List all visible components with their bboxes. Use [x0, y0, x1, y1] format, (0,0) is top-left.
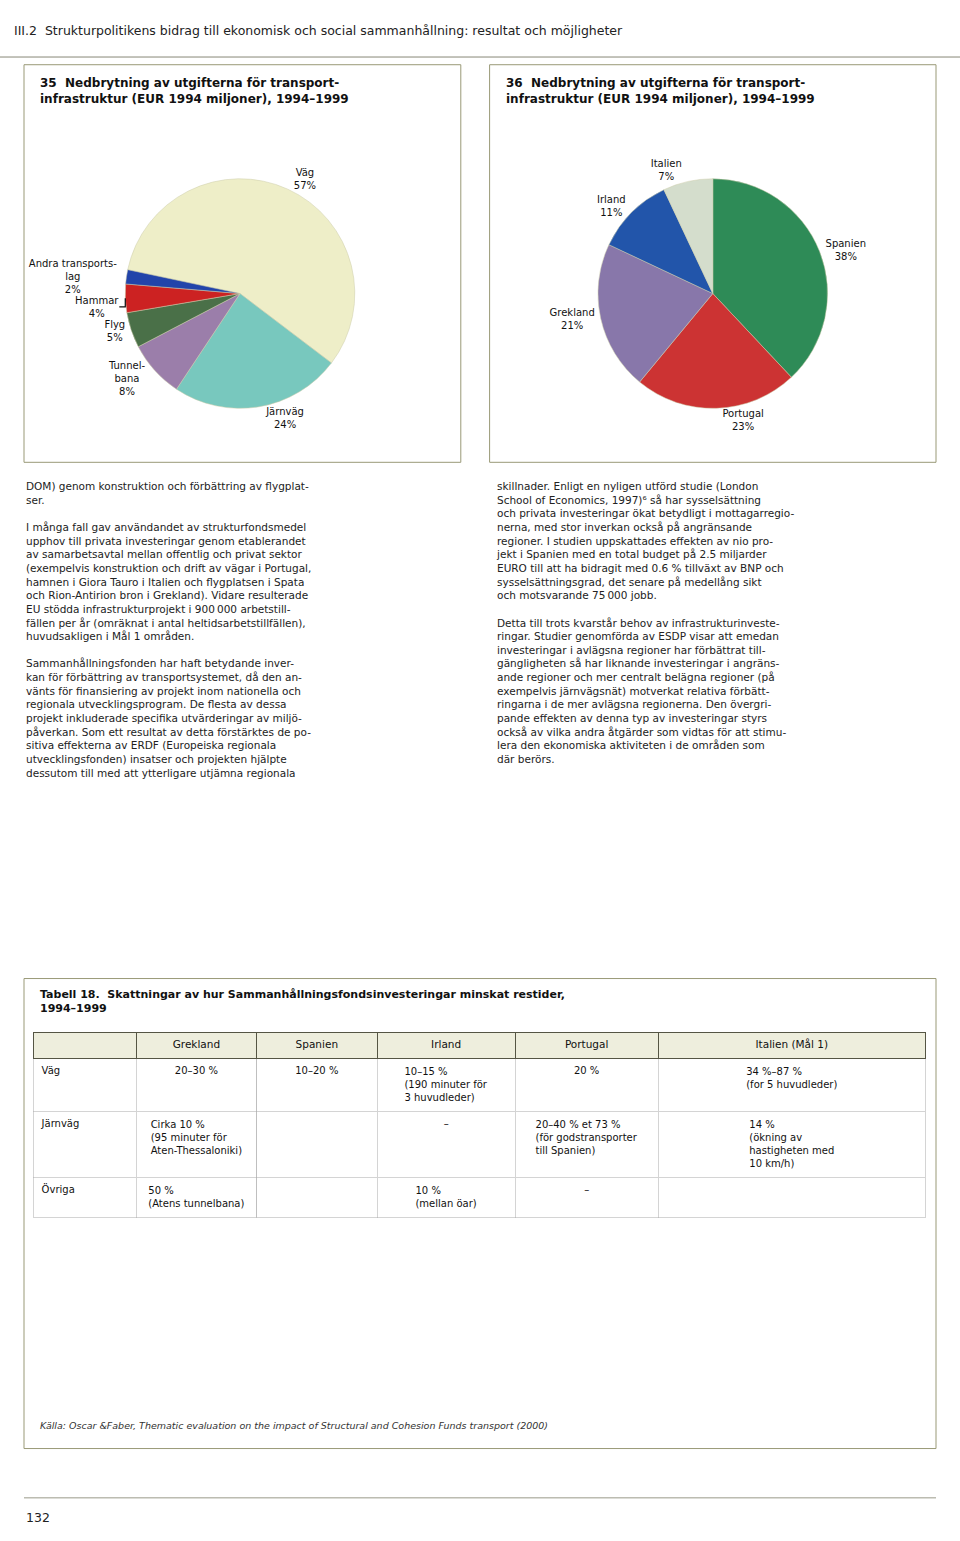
svg-text:20 %: 20 %	[574, 1065, 599, 1076]
svg-text:Irland11%: Irland11%	[597, 194, 626, 218]
svg-text:Grekland21%: Grekland21%	[550, 307, 595, 331]
svg-text:20–40 % et 73 %(för godstransp: 20–40 % et 73 %(för godstransportertill …	[536, 1119, 638, 1156]
svg-text:10–15 %(190 minuter för3 huvud: 10–15 %(190 minuter för3 huvudleder)	[404, 1066, 487, 1103]
svg-text:Järnväg24%: Järnväg24%	[265, 406, 304, 430]
svg-text:132: 132	[26, 1510, 50, 1525]
svg-text:10 %(mellan öar): 10 %(mellan öar)	[415, 1185, 476, 1209]
svg-text:20–30 %: 20–30 %	[175, 1065, 218, 1076]
svg-text:III.2 Strukturpolitikens bidr: III.2 Strukturpolitikens bidrag till eko…	[14, 23, 623, 38]
svg-text:Grekland: Grekland	[173, 1038, 220, 1050]
svg-text:DOM) genom konstruktion och fö: DOM) genom konstruktion och förbättring …	[26, 480, 311, 779]
svg-text:10–20 %: 10–20 %	[295, 1065, 338, 1076]
svg-text:14 %(ökning avhastigheten med1: 14 %(ökning avhastigheten med10 km/h)	[749, 1119, 834, 1169]
svg-text:Källa: Oscar &Faber, Thematic: Källa: Oscar &Faber, Thematic evaluation…	[40, 1420, 548, 1431]
svg-text:Järnväg: Järnväg	[41, 1118, 80, 1129]
svg-text:Tunnel-bana8%: Tunnel-bana8%	[108, 360, 146, 397]
svg-text:Italien (Mål 1): Italien (Mål 1)	[756, 1038, 829, 1050]
svg-text:Portugal: Portugal	[565, 1038, 609, 1050]
svg-text:Flyg5%: Flyg5%	[104, 319, 125, 343]
svg-text:50 %(Atens tunnelbana): 50 %(Atens tunnelbana)	[148, 1185, 244, 1209]
svg-text:Övriga: Övriga	[42, 1183, 75, 1195]
svg-text:Hammar4%: Hammar4%	[75, 295, 119, 319]
svg-text:skillnader. Enligt en nyligen: skillnader. Enligt en nyligen utförd stu…	[496, 480, 794, 765]
svg-text:–: –	[444, 1118, 449, 1129]
svg-text:Portugal23%: Portugal23%	[722, 408, 763, 432]
svg-text:Väg57%: Väg57%	[294, 167, 316, 191]
svg-text:Spanien: Spanien	[296, 1038, 338, 1050]
svg-text:Tabell 18. Skattningar av hur: Tabell 18. Skattningar av hur Sammanhåll…	[40, 988, 565, 1015]
svg-text:Andra transports-lag2%: Andra transports-lag2%	[29, 258, 117, 295]
svg-text:Italien7%: Italien7%	[651, 158, 682, 182]
svg-text:36 Nedbrytning av utgifterna: 36 Nedbrytning av utgifterna för transpo…	[506, 76, 815, 106]
svg-text:Spanien38%: Spanien38%	[826, 238, 866, 262]
svg-text:Cirka 10 %(95 minuter förAten-: Cirka 10 %(95 minuter förAten-Thessaloni…	[151, 1119, 242, 1156]
svg-text:–: –	[584, 1184, 589, 1195]
svg-text:35 Nedbrytning av utgifterna: 35 Nedbrytning av utgifterna för transpo…	[40, 76, 349, 106]
svg-text:34 %–87 %(for 5 huvudleder): 34 %–87 %(for 5 huvudleder)	[746, 1066, 837, 1090]
svg-text:Väg: Väg	[42, 1065, 61, 1076]
svg-text:Irland: Irland	[431, 1038, 461, 1050]
